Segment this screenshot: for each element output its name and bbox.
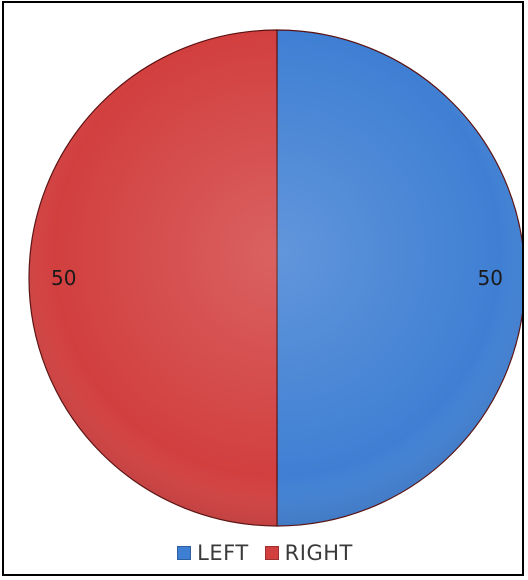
data-label-right: 50	[51, 266, 76, 290]
legend-label-right: RIGHT	[284, 541, 353, 565]
pie-slices	[28, 29, 522, 527]
pie-chart: 50 50	[28, 29, 522, 527]
legend-item-right: RIGHT	[264, 541, 353, 565]
legend-label-left: LEFT	[197, 541, 249, 565]
pie-data-labels: 50 50	[51, 266, 503, 290]
data-label-left: 50	[478, 266, 503, 290]
legend-item-left: LEFT	[177, 541, 249, 565]
legend-swatch-right	[264, 546, 279, 560]
legend: LEFT RIGHT	[4, 541, 526, 565]
legend-swatch-left	[177, 546, 192, 560]
